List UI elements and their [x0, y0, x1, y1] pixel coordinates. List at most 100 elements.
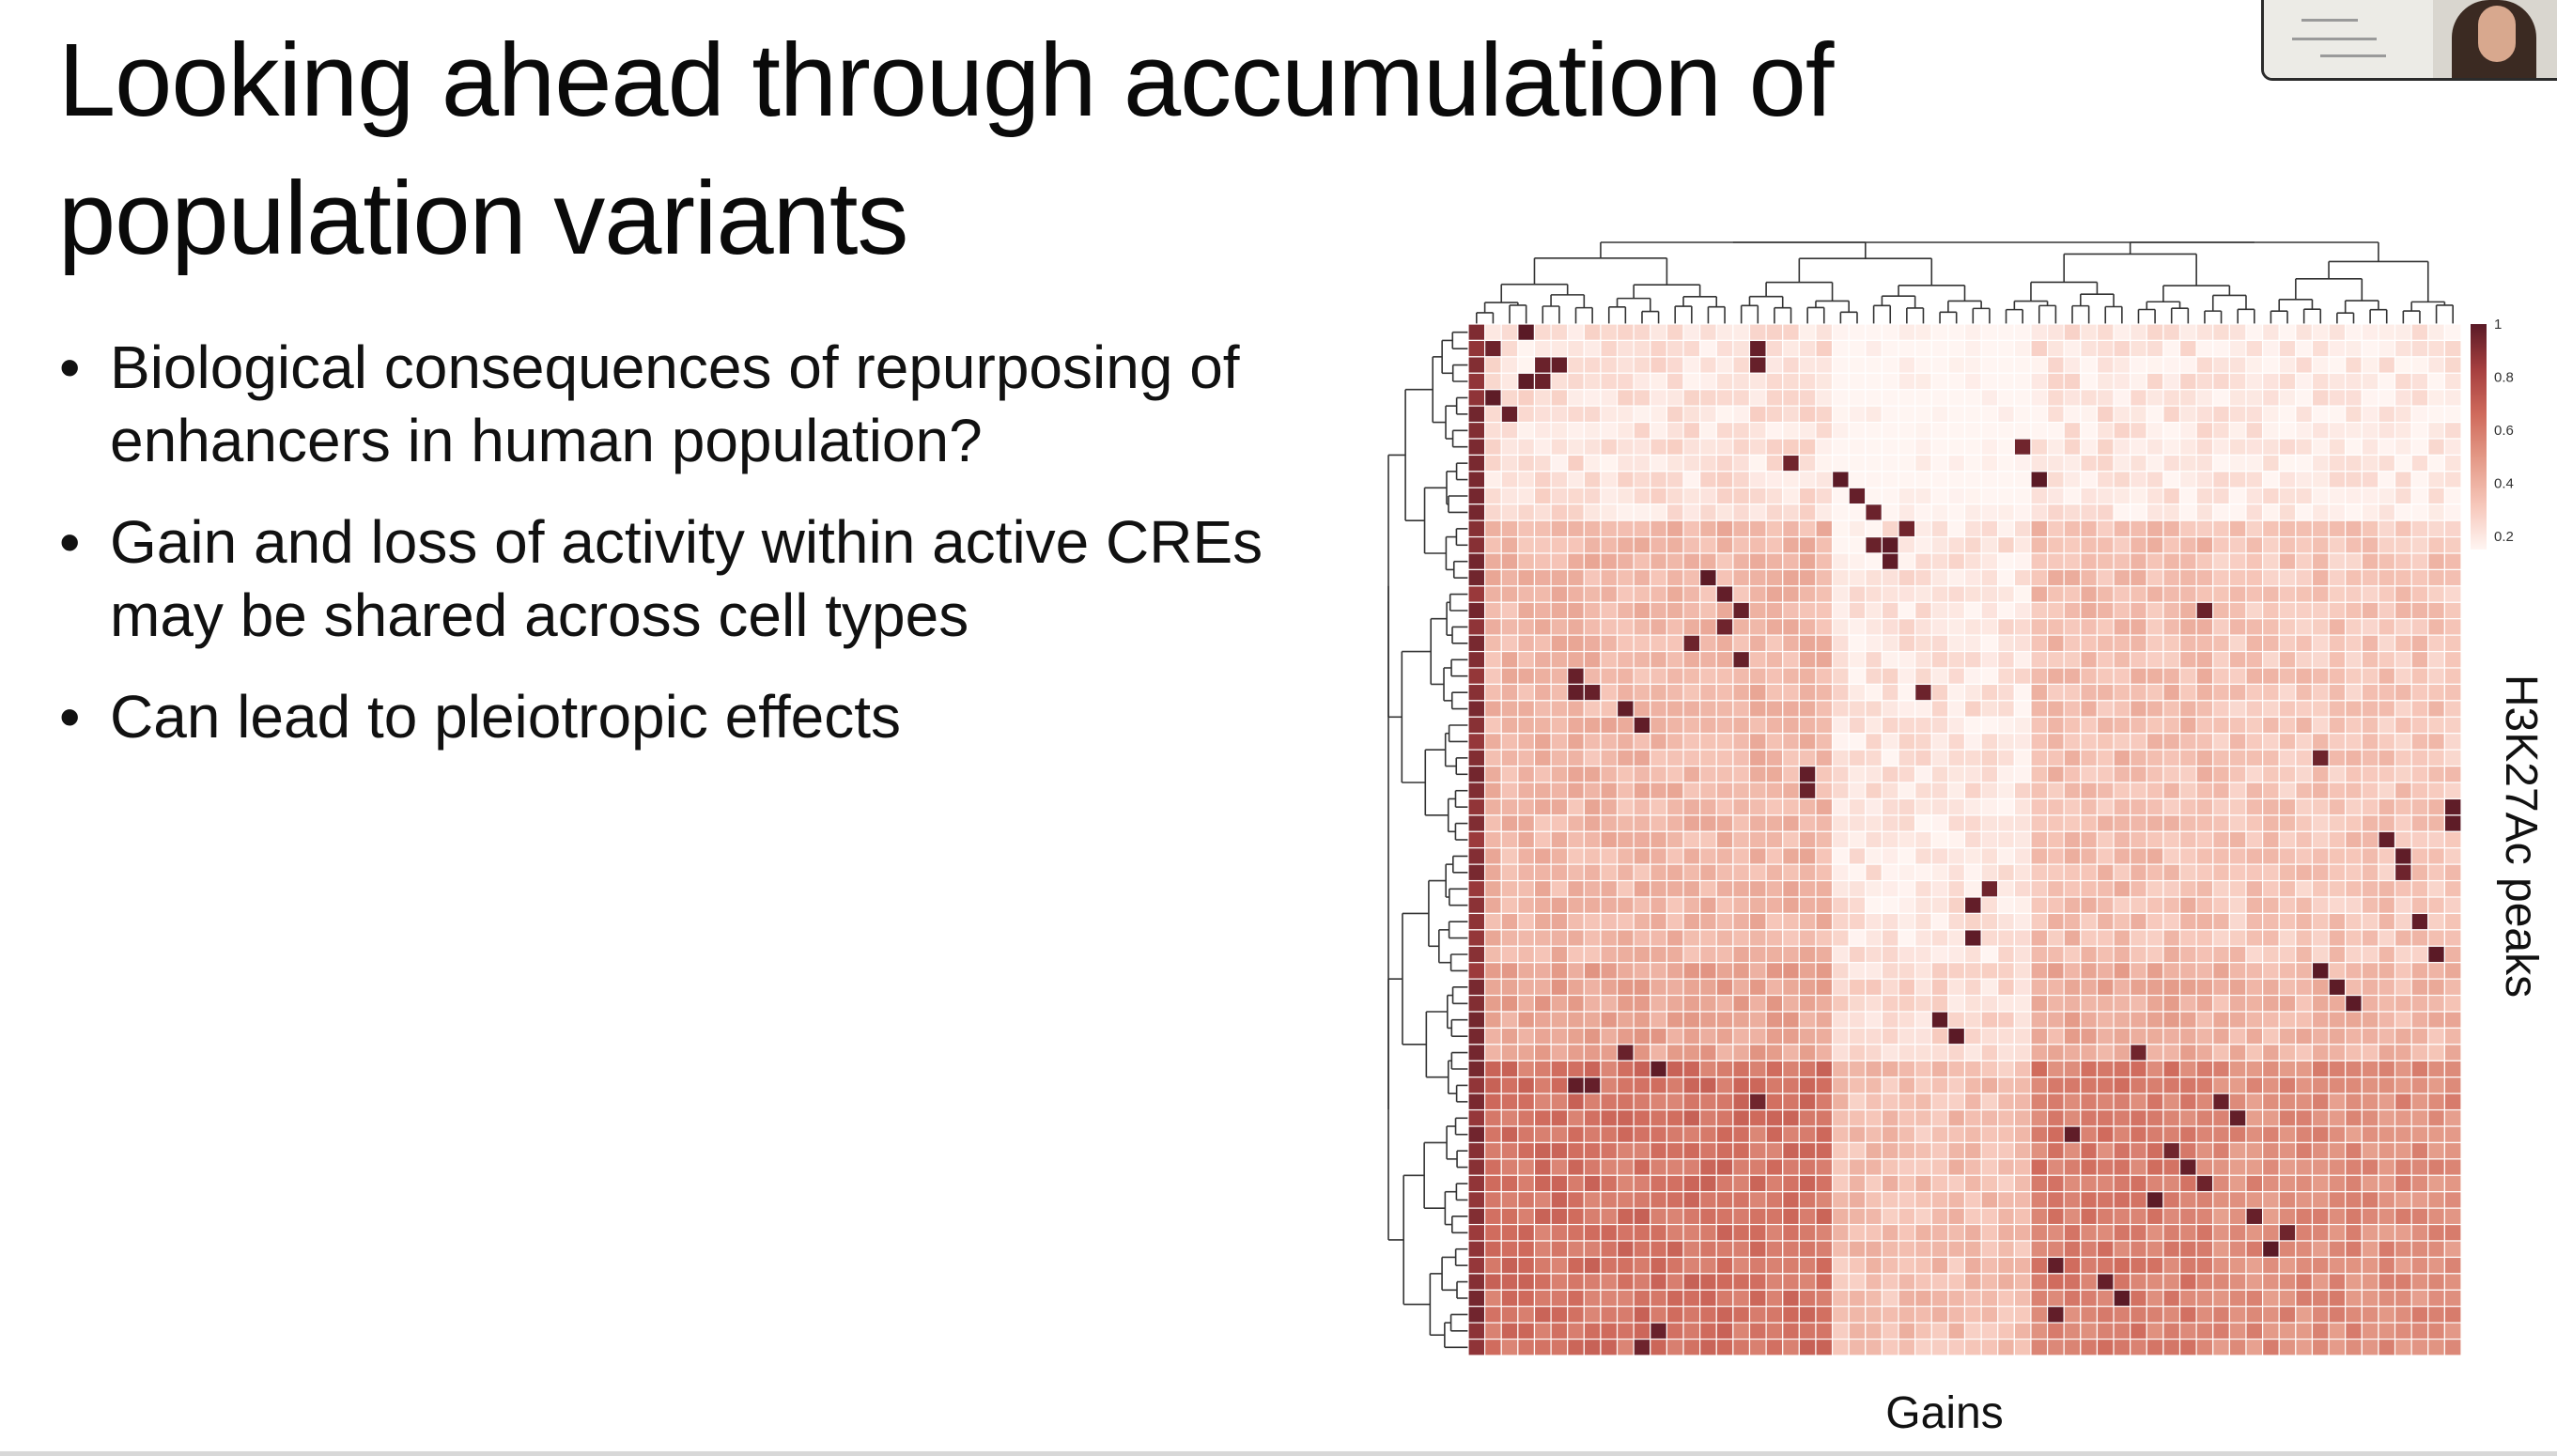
heatmap-cell — [2063, 782, 2082, 800]
heatmap-cell — [2345, 912, 2363, 931]
heatmap-cell — [2096, 1191, 2115, 1209]
heatmap-cell — [1748, 1240, 1767, 1259]
heatmap-cell — [1732, 339, 1751, 358]
heatmap-cell — [1715, 1108, 1734, 1127]
heatmap-cell — [1898, 323, 1916, 342]
heatmap-cell — [2130, 650, 2147, 669]
heatmap-cell — [2212, 1322, 2230, 1340]
heatmap-cell — [1865, 1027, 1883, 1046]
heatmap-cell — [2278, 733, 2297, 751]
heatmap-cell — [2212, 1060, 2230, 1078]
heatmap-cell — [2146, 1273, 2164, 1291]
heatmap-cell — [2410, 454, 2429, 472]
heatmap-cell — [1517, 1273, 1536, 1291]
heatmap-cell — [1583, 1158, 1602, 1176]
heatmap-cell — [1980, 339, 1999, 358]
heatmap-cell — [1881, 1158, 1899, 1176]
heatmap-cell — [1997, 323, 2015, 342]
heatmap-cell — [1914, 1092, 1932, 1111]
heatmap-cell — [2345, 535, 2363, 554]
heatmap-cell — [2295, 994, 2314, 1013]
heatmap-cell — [1715, 568, 1734, 587]
heatmap-cell — [2195, 568, 2214, 587]
heatmap-cell — [2410, 1207, 2429, 1226]
heatmap-cell — [1616, 782, 1635, 800]
heatmap-cell — [2063, 1240, 2082, 1259]
heatmap-cell — [2212, 601, 2230, 620]
heatmap-cell — [2427, 1207, 2445, 1226]
heatmap-cell — [2311, 765, 2330, 783]
heatmap-cell — [2245, 1191, 2264, 1209]
heatmap-cell — [1567, 929, 1585, 947]
heatmap-cell — [2228, 552, 2247, 571]
heatmap-cell — [1848, 1108, 1867, 1127]
heatmap-cell — [1650, 1289, 1668, 1308]
heatmap-cell — [2345, 1223, 2363, 1242]
heatmap-cell — [1947, 323, 1966, 342]
heatmap-cell — [2410, 650, 2429, 669]
heatmap-cell — [1484, 454, 1502, 472]
heatmap-cell — [1898, 782, 1916, 800]
heatmap-cell — [2228, 487, 2247, 505]
heatmap-cell — [2378, 700, 2396, 718]
heatmap-cell — [2228, 601, 2247, 620]
heatmap-cell — [2178, 372, 2197, 391]
heatmap-cell — [2410, 535, 2429, 554]
heatmap-cell — [1484, 1306, 1502, 1324]
heatmap-cell — [2212, 454, 2230, 472]
heatmap-cell — [2410, 667, 2429, 686]
heatmap-cell — [1484, 749, 1502, 767]
heatmap-cell — [2311, 1223, 2330, 1242]
heatmap-cell — [2013, 798, 2032, 816]
heatmap-cell — [1600, 1174, 1619, 1193]
heatmap-cell — [2030, 700, 2049, 718]
heatmap-cell — [2063, 503, 2082, 521]
heatmap-cell — [1550, 372, 1569, 391]
heatmap-cell — [1865, 585, 1883, 603]
heatmap-cell — [1616, 634, 1635, 653]
heatmap-cell — [2013, 454, 2032, 472]
heatmap-cell — [2013, 879, 2032, 898]
heatmap-cell — [1699, 454, 1717, 472]
heatmap-cell — [2030, 503, 2049, 521]
heatmap-cell — [2046, 1158, 2065, 1176]
heatmap-cell — [1600, 487, 1619, 505]
heatmap-cell — [1550, 1060, 1569, 1078]
heatmap-cell — [2378, 765, 2396, 783]
heatmap-cell — [1633, 1191, 1651, 1209]
heatmap-cell — [1930, 1289, 1949, 1308]
heatmap-cell — [1666, 879, 1684, 898]
heatmap-cell — [2063, 1306, 2082, 1324]
heatmap-cell — [1815, 1240, 1834, 1259]
heatmap-cell — [2046, 863, 2065, 882]
heatmap-cell — [2278, 438, 2297, 457]
heatmap-cell — [2443, 618, 2462, 636]
heatmap-cell — [1815, 814, 1834, 832]
heatmap-cell — [2427, 1289, 2445, 1308]
heatmap-cell — [2328, 765, 2347, 783]
heatmap-cell — [2146, 1240, 2164, 1259]
presenter-video-thumbnail[interactable] — [2261, 0, 2557, 81]
heatmap-cell — [2262, 1011, 2280, 1030]
heatmap-cell — [2345, 765, 2363, 783]
heatmap-cell — [2178, 356, 2197, 374]
heatmap-cell — [1898, 552, 1916, 571]
heatmap-cell — [1715, 519, 1734, 538]
heatmap-cell — [2443, 1077, 2462, 1094]
heatmap-cell — [2046, 601, 2065, 620]
heatmap-cell — [1732, 847, 1751, 865]
heatmap-cell — [1600, 945, 1619, 964]
heatmap-cell — [2096, 814, 2115, 832]
heatmap-cell — [2130, 667, 2147, 686]
heatmap-cell — [1533, 454, 1552, 472]
bullet-dot-icon: • — [59, 508, 81, 576]
heatmap-cell — [1467, 519, 1486, 538]
heatmap-cell — [2262, 782, 2280, 800]
heatmap-cell — [1583, 749, 1602, 767]
heatmap-cell — [1798, 1141, 1817, 1160]
heatmap-cell — [2410, 1044, 2429, 1061]
heatmap-cell — [1567, 896, 1585, 915]
heatmap-cell — [1947, 1306, 1966, 1324]
heatmap-cell — [1533, 1158, 1552, 1176]
heatmap-cell — [2146, 1060, 2164, 1078]
